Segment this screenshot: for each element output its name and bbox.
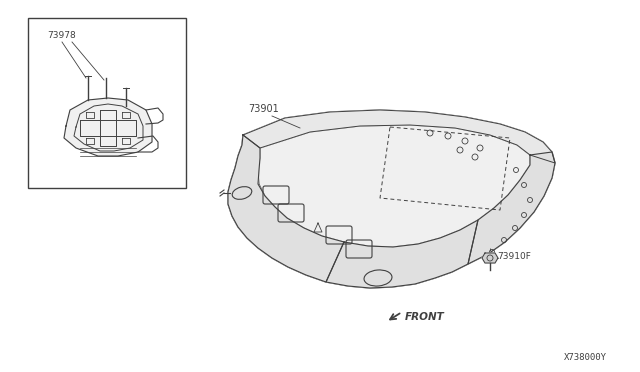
Polygon shape: [228, 135, 344, 282]
Text: 73910F: 73910F: [497, 252, 531, 261]
Polygon shape: [64, 98, 152, 156]
Polygon shape: [243, 110, 555, 163]
Polygon shape: [228, 110, 555, 288]
Text: X738000Y: X738000Y: [564, 353, 607, 362]
Text: FRONT: FRONT: [405, 312, 445, 322]
Bar: [28, 18, 186, 188]
Text: 73901: 73901: [248, 104, 279, 114]
Polygon shape: [258, 125, 530, 247]
Polygon shape: [468, 152, 555, 264]
Text: 73978: 73978: [47, 31, 76, 40]
Polygon shape: [326, 220, 478, 288]
Polygon shape: [482, 253, 498, 263]
